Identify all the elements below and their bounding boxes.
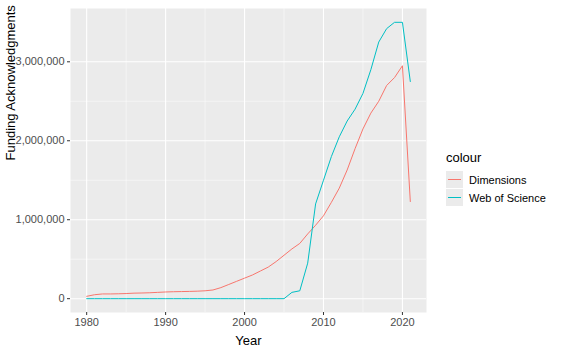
html-text:Web of Science: Web of Science xyxy=(469,191,546,204)
svg-text:2,000,000: 2,000,000 xyxy=(16,134,65,146)
svg-text:1990: 1990 xyxy=(153,316,177,328)
svg-text:2010: 2010 xyxy=(311,316,335,328)
svg-text:2000: 2000 xyxy=(232,316,256,328)
svg-text:0: 0 xyxy=(58,292,64,304)
svg-text:3,000,000: 3,000,000 xyxy=(16,55,65,67)
svg-text:1,000,000: 1,000,000 xyxy=(16,213,65,225)
svg-text:1980: 1980 xyxy=(74,316,98,328)
svg-text:Year: Year xyxy=(235,333,262,348)
svg-text:2020: 2020 xyxy=(390,316,414,328)
svg-text:Funding Acknowledgments: Funding Acknowledgments xyxy=(3,5,18,161)
html-text:Dimensions: Dimensions xyxy=(469,173,527,186)
html-text:colour: colour xyxy=(446,149,482,165)
